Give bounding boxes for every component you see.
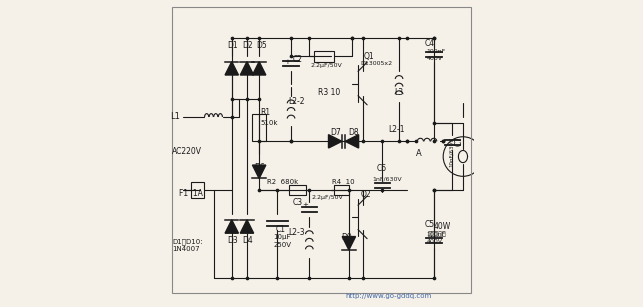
Text: F1  1A: F1 1A — [179, 189, 203, 198]
Text: C5: C5 — [425, 220, 435, 230]
Polygon shape — [253, 165, 266, 178]
Polygon shape — [240, 220, 253, 233]
Text: C2: C2 — [293, 55, 303, 64]
Text: D5: D5 — [256, 41, 267, 50]
Polygon shape — [225, 220, 239, 233]
Text: 510k: 510k — [260, 120, 278, 126]
Text: L2-2: L2-2 — [288, 97, 305, 106]
Text: +: + — [303, 202, 309, 208]
Polygon shape — [345, 135, 359, 148]
Text: D9: D9 — [341, 233, 352, 242]
Text: 400V: 400V — [426, 56, 442, 61]
Text: 100nF: 100nF — [426, 231, 446, 237]
Polygon shape — [342, 237, 356, 250]
Polygon shape — [253, 62, 266, 75]
Text: +: + — [284, 59, 291, 65]
Text: D3: D3 — [227, 236, 238, 245]
Text: Q1: Q1 — [363, 52, 374, 61]
Text: L2-3: L2-3 — [288, 228, 305, 237]
Bar — [191, 182, 204, 198]
Text: D8: D8 — [349, 128, 359, 137]
Text: C7: C7 — [454, 136, 463, 146]
Bar — [253, 114, 266, 142]
Text: R3 10: R3 10 — [318, 88, 341, 97]
Text: D13005x2: D13005x2 — [361, 61, 393, 66]
Text: 10nF/630V: 10nF/630V — [449, 137, 454, 167]
Text: 2.2μF/50V: 2.2μF/50V — [311, 63, 343, 68]
Text: 2.2μF/50V: 2.2μF/50V — [312, 195, 343, 200]
Text: 400V: 400V — [426, 239, 442, 244]
Text: C4: C4 — [425, 40, 435, 49]
Text: C1: C1 — [275, 225, 285, 234]
Text: Q2: Q2 — [361, 190, 372, 199]
Text: D6: D6 — [254, 163, 265, 172]
Text: 环形节能灯: 环形节能灯 — [428, 231, 447, 237]
Text: D1: D1 — [227, 41, 238, 50]
Text: AC220V: AC220V — [172, 147, 203, 157]
Text: R4  10: R4 10 — [332, 179, 355, 185]
Text: R1: R1 — [260, 108, 271, 117]
Text: 250V: 250V — [273, 242, 291, 248]
Text: C3: C3 — [293, 198, 303, 207]
Text: L3: L3 — [394, 88, 403, 97]
Bar — [289, 185, 305, 196]
Text: 10μF: 10μF — [273, 234, 291, 240]
Polygon shape — [225, 62, 239, 75]
Text: R2  680k: R2 680k — [267, 179, 298, 185]
Text: D7: D7 — [331, 128, 341, 137]
Text: http://www.go-gddq.com: http://www.go-gddq.com — [346, 293, 432, 299]
Text: A: A — [416, 149, 422, 158]
Bar — [334, 185, 349, 196]
Text: C6: C6 — [376, 164, 386, 173]
Bar — [314, 51, 334, 62]
Text: L2-1: L2-1 — [388, 125, 405, 134]
Text: D4: D4 — [242, 236, 253, 245]
Text: 100nF: 100nF — [426, 49, 446, 54]
Polygon shape — [240, 62, 253, 75]
Text: L1: L1 — [170, 112, 181, 122]
Text: 40W: 40W — [434, 222, 451, 231]
Text: 1nF/630V: 1nF/630V — [372, 177, 403, 182]
Polygon shape — [329, 135, 342, 148]
Text: D1～D10:: D1～D10: — [172, 239, 203, 245]
Text: 1N4007: 1N4007 — [172, 246, 200, 252]
Text: D2: D2 — [242, 41, 253, 50]
